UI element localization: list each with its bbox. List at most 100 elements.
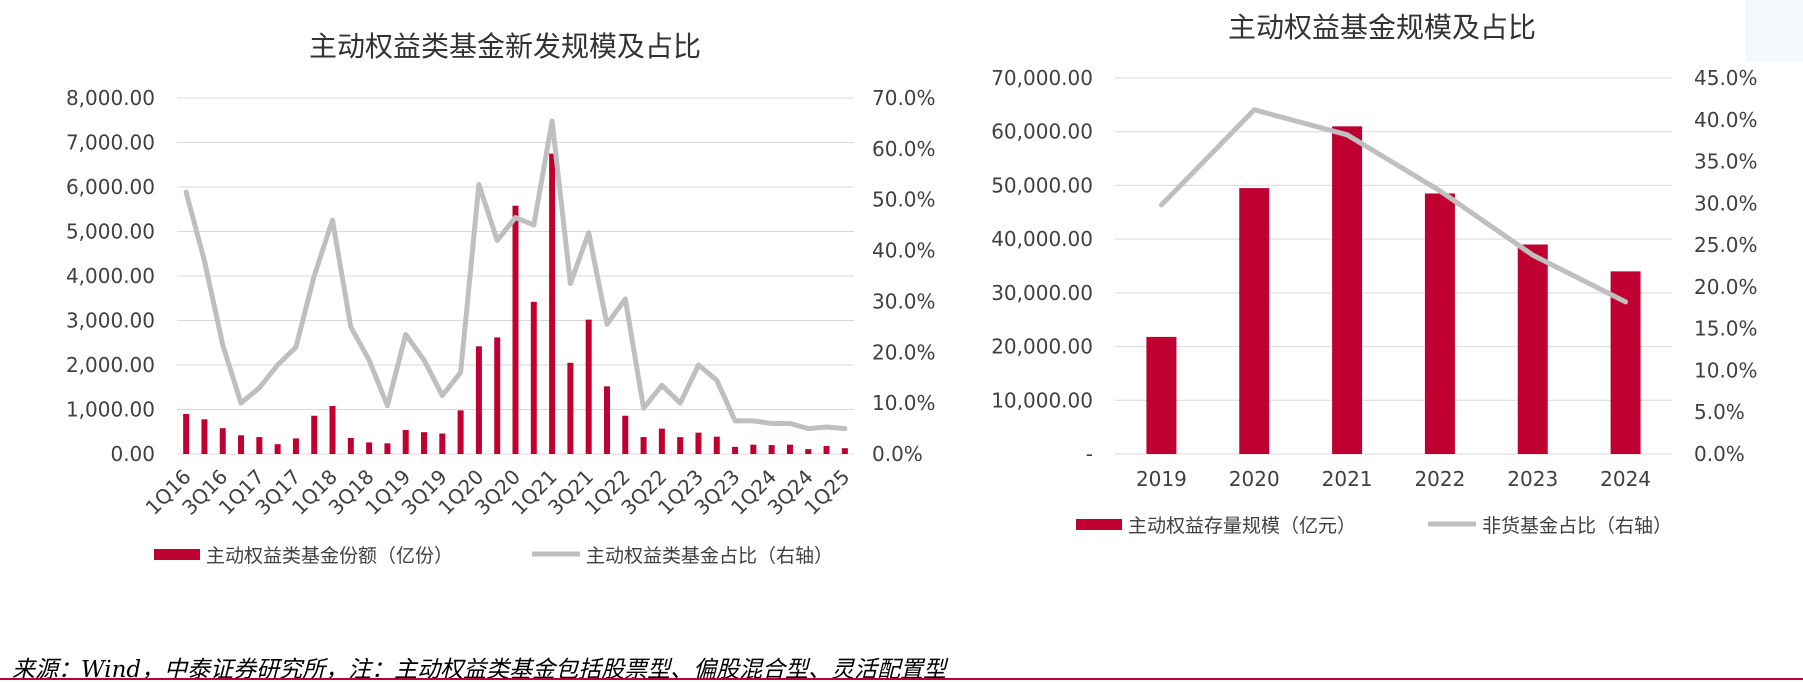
corner-panel	[1746, 0, 1803, 62]
right-axis-tick-label: 40.0%	[872, 239, 936, 263]
bar	[640, 437, 647, 454]
chart2-left-axis-ticks: - 10,000.00 20,000.00 30,000.00 40,000.00 50,…	[991, 66, 1093, 466]
chart1-left-axis-ticks: 0.00 1,000.00 2,000.00 3,000.00 4,000.00 5,00…	[66, 86, 155, 466]
right-axis-tick-label: 40.0%	[1694, 108, 1758, 132]
right-axis-tick-label: 0.0%	[1694, 442, 1745, 466]
chart-active-equity-aum: 主动权益基金规模及占比 - 10,000.00 20,000.00 30,000.00…	[991, 11, 1757, 537]
chart-new-issuance: 主动权益类基金新发规模及占比 0.00 1,000.00 2,000.00 3,000…	[66, 30, 936, 567]
bar	[732, 446, 739, 454]
left-axis-tick-label: 70,000.00	[991, 66, 1093, 90]
chart2-legend-line-label: 非货基金占比（右轴）	[1482, 515, 1672, 537]
left-axis-tick-label: 60,000.00	[991, 120, 1093, 144]
chart2-title: 主动权益基金规模及占比	[1228, 11, 1536, 44]
right-axis-tick-label: 20.0%	[1694, 275, 1758, 299]
left-axis-tick-label: 10,000.00	[991, 388, 1093, 412]
bar	[750, 444, 757, 454]
right-axis-tick-label: 15.0%	[1694, 317, 1758, 341]
bar	[603, 386, 610, 454]
right-axis-tick-label: 70.0%	[872, 86, 936, 110]
bar	[530, 301, 537, 454]
bar	[677, 437, 684, 454]
bar	[567, 362, 574, 454]
x-axis-tick-label: 2021	[1322, 467, 1373, 491]
chart1-right-axis-ticks: 0.0% 10.0% 20.0% 30.0% 40.0% 50.0% 60.0% 70.0%	[872, 86, 936, 466]
bar	[695, 432, 702, 454]
right-axis-tick-label: 25.0%	[1694, 233, 1758, 257]
left-axis-tick-label: 4,000.00	[66, 264, 155, 288]
chart2-line	[1158, 107, 1629, 305]
x-axis-tick-label: 2024	[1600, 467, 1651, 491]
line-series	[183, 118, 848, 432]
right-axis-tick-label: 30.0%	[872, 289, 936, 313]
bar	[786, 444, 793, 454]
chart2-right-axis-ticks: 0.0% 5.0% 10.0% 15.0% 20.0% 25.0% 30.0% 35.0% 40…	[1694, 66, 1758, 466]
chart1-legend-line-label: 主动权益类基金占比（右轴）	[586, 545, 833, 567]
bar	[713, 436, 720, 454]
right-axis-tick-label: 35.0%	[1694, 150, 1758, 174]
right-axis-tick-label: 5.0%	[1694, 400, 1745, 424]
bar	[512, 205, 519, 454]
chart2-legend-bar-label: 主动权益存量规模（亿元）	[1128, 515, 1356, 537]
chart1-bars	[183, 153, 848, 454]
bar	[402, 429, 409, 454]
bar	[292, 438, 299, 454]
right-axis-tick-label: 60.0%	[872, 137, 936, 161]
bar	[823, 445, 830, 454]
chart2-bars	[1146, 126, 1641, 454]
bar	[768, 445, 775, 454]
right-axis-tick-label: 50.0%	[872, 188, 936, 212]
left-axis-tick-label: 2,000.00	[66, 353, 155, 377]
right-axis-tick-label: 30.0%	[1694, 191, 1758, 215]
x-axis-tick-label: 2020	[1229, 467, 1280, 491]
bar	[1239, 188, 1270, 454]
left-axis-tick-label: 30,000.00	[991, 281, 1093, 305]
bar	[1332, 126, 1363, 454]
bar	[1517, 244, 1548, 454]
chart1-title: 主动权益类基金新发规模及占比	[309, 30, 701, 63]
left-axis-tick-label: 7,000.00	[66, 131, 155, 155]
chart2-gridlines	[1115, 77, 1672, 455]
right-axis-tick-label: 0.0%	[872, 442, 923, 466]
bar	[1146, 336, 1177, 454]
right-axis-tick-label: 45.0%	[1694, 66, 1758, 90]
left-axis-tick-label: 50,000.00	[991, 173, 1093, 197]
bar	[274, 444, 281, 454]
bar	[347, 437, 354, 454]
bar	[329, 405, 336, 454]
right-axis-tick-label: 10.0%	[872, 391, 936, 415]
left-axis-tick-label: 0.00	[110, 442, 155, 466]
left-axis-tick-label: -	[1086, 442, 1093, 466]
bottom-divider	[0, 678, 1803, 680]
bar	[366, 442, 373, 454]
bar	[183, 413, 190, 454]
bar	[549, 153, 556, 454]
chart2-x-axis-ticks: 2019 2020 2021 2022 2023 2024	[1136, 467, 1651, 491]
line-series	[1158, 107, 1629, 305]
x-axis-tick-label: 2022	[1414, 467, 1465, 491]
chart1-x-axis-ticks: 1Q163Q161Q173Q171Q183Q181Q193Q191Q203Q20…	[141, 465, 855, 520]
bar	[658, 428, 665, 454]
chart1-legend: 主动权益类基金份额（亿份） 主动权益类基金占比（右轴）	[154, 545, 833, 567]
chart1-legend-bar-swatch	[154, 549, 200, 560]
left-axis-tick-label: 40,000.00	[991, 227, 1093, 251]
bar	[201, 419, 208, 454]
left-axis-tick-label: 3,000.00	[66, 309, 155, 333]
bar	[475, 346, 482, 454]
bar	[841, 448, 848, 454]
chart1-line	[183, 118, 848, 432]
bar	[238, 435, 245, 454]
bar	[384, 443, 391, 454]
left-axis-tick-label: 5,000.00	[66, 220, 155, 244]
bar	[256, 437, 263, 454]
bar	[1424, 193, 1455, 454]
chart2-legend: 主动权益存量规模（亿元） 非货基金占比（右轴）	[1076, 515, 1672, 537]
left-axis-tick-label: 8,000.00	[66, 86, 155, 110]
x-axis-tick-label: 2023	[1507, 467, 1558, 491]
bar	[457, 410, 464, 454]
bar	[585, 319, 592, 454]
bar	[439, 433, 446, 454]
x-axis-tick-label: 2019	[1136, 467, 1187, 491]
bar	[805, 449, 812, 454]
left-axis-tick-label: 6,000.00	[66, 175, 155, 199]
